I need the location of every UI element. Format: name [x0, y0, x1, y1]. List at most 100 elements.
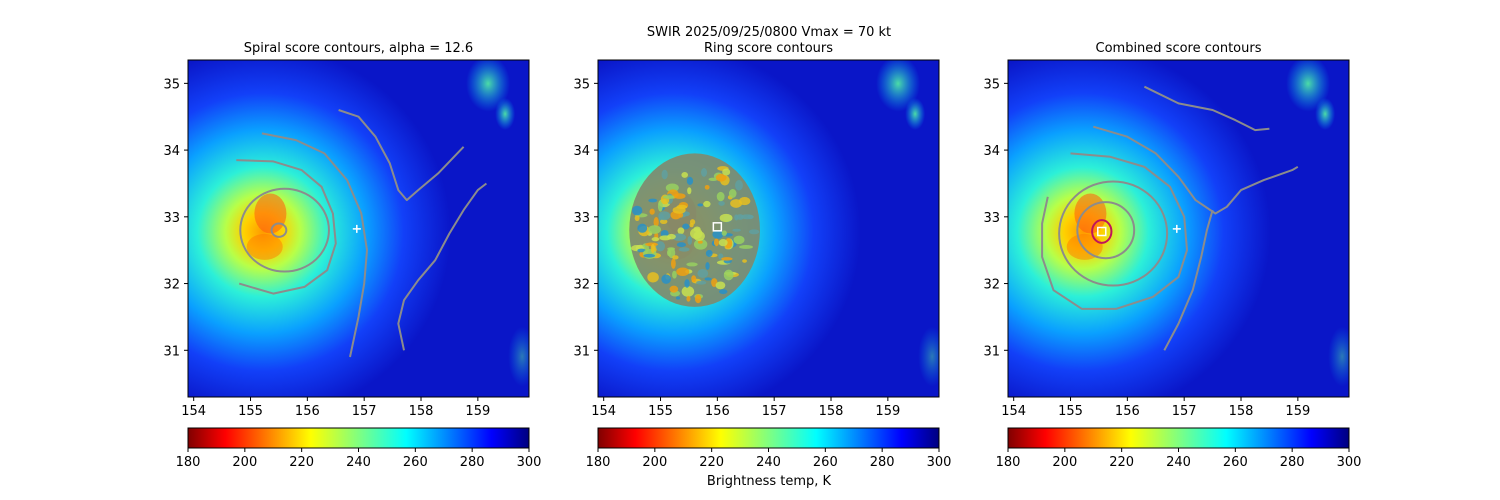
y-tick-label: 31 [983, 344, 1000, 359]
score-contour [1058, 180, 1169, 287]
cirrus-patch [508, 326, 529, 387]
ring-contour-fragment [705, 262, 710, 270]
colorbar-tick-label: 220 [699, 455, 724, 470]
score-contour [397, 182, 488, 351]
score-contour [270, 222, 288, 238]
ring-contour-fragment [651, 237, 660, 242]
ring-contour-fragment [693, 238, 708, 250]
ring-contour-fragment [650, 243, 655, 254]
ring-contour-fragment [671, 258, 676, 269]
x-tick-label: 157 [762, 404, 787, 419]
ring-contour-fragment [712, 230, 724, 239]
ring-contour-fragment [703, 200, 711, 208]
ring-contour-fragment [678, 247, 690, 252]
x-tick-label: 155 [648, 404, 673, 419]
ring-contour-fragment [747, 214, 754, 220]
x-tick-label: 154 [591, 404, 616, 419]
ring-contour-fragment [631, 205, 643, 216]
score-contour [1163, 209, 1214, 351]
ring-contour-fragment [668, 247, 676, 259]
colorbar-1: 180 200 220 240 260 280 300 [176, 427, 541, 470]
axes-frame [597, 59, 940, 398]
panel-2: Ring score contours 154 155 156 157 158 159 31 3… [573, 41, 940, 419]
x-tick-label: 155 [1058, 404, 1083, 419]
ring-contour-fragment [672, 206, 686, 214]
ring-contour-fragment [687, 235, 693, 245]
y-tick-label: 33 [163, 211, 180, 226]
ring-contour-fragment [697, 240, 703, 244]
ring-contour-fragment [705, 249, 713, 257]
x-tick-label: 159 [1285, 404, 1310, 419]
colorbar-tick-label: 300 [1337, 455, 1362, 470]
x-tick-label: 159 [875, 404, 900, 419]
colorbar-tick-label: 240 [346, 455, 371, 470]
score-contour [236, 159, 337, 295]
panel-1: Spiral score contours, alpha = 12.6 154 15… [163, 41, 530, 419]
y-tick-label: 33 [983, 211, 1000, 226]
score-contour [1093, 125, 1299, 215]
axes-frame [1007, 59, 1350, 398]
ring-contour-fragment [661, 274, 671, 284]
colorbar-2: 180 200 220 240 260 280 300 [586, 427, 951, 470]
ring-contour-fragment [637, 223, 648, 233]
score-contour [1076, 201, 1136, 260]
ring-contour-fragment [728, 189, 737, 198]
ring-contour-fragment [732, 228, 741, 232]
ring-contour-fragment [701, 168, 708, 177]
ring-contour-fragment [649, 208, 655, 215]
axes-title: Spiral score contours, alpha = 12.6 [244, 41, 473, 56]
ring-contour-fragment [682, 223, 690, 230]
ring-contour-fragment [684, 279, 690, 288]
ring-contour-fragment [697, 203, 704, 207]
center-square-marker [712, 222, 723, 232]
colorbar-tick-label: 180 [586, 455, 611, 470]
overlay [1041, 85, 1299, 351]
ring-contour-fragment [665, 183, 679, 192]
score-contour [1143, 85, 1270, 132]
colorbar-tick-label: 280 [460, 455, 485, 470]
ring-contour-fragment [704, 277, 712, 281]
axes-frame [187, 59, 530, 398]
x-tick-label: 156 [1115, 404, 1140, 419]
ring-contour-fragment [691, 275, 697, 283]
cold-cloud-top [1066, 233, 1103, 260]
center-box-marker [1097, 226, 1107, 237]
ring-contour-fragment [672, 270, 677, 279]
ring-contour-fragment [677, 227, 685, 235]
ring-contour-fragment [686, 295, 691, 302]
cirrus-patch [918, 326, 939, 387]
ring-contour-fragment [672, 233, 687, 241]
ring-contour-fragment [676, 242, 687, 248]
ring-contour-fragment [742, 259, 747, 263]
ring-contour-fragment [715, 281, 726, 290]
ring-contour-fragment [721, 257, 733, 261]
y-tick-label: 35 [983, 77, 1000, 92]
panel-3: Combined score contours 154 155 156 157 158 15… [983, 41, 1350, 419]
score-contour [338, 109, 465, 202]
ring-contour-fragment [681, 171, 689, 178]
y-tick-label: 31 [573, 344, 590, 359]
ring-contour-fragment [718, 239, 728, 247]
ring-contour-fragment [713, 238, 719, 247]
ring-contour-fragment [739, 244, 753, 249]
x-tick-label: 157 [352, 404, 377, 419]
ring-contour-fragment [634, 215, 640, 222]
cold-cloud-top [254, 193, 287, 234]
colorbar-tick-label: 180 [996, 455, 1021, 470]
colorbar-tick-label: 180 [176, 455, 201, 470]
axes-title: Combined score contours [1096, 41, 1262, 56]
y-tick-label: 34 [983, 144, 1000, 159]
cirrus-patch [1315, 97, 1336, 130]
ring-contour-fragment [658, 211, 671, 221]
ring-contour-fragment [686, 176, 694, 185]
ring-contour-fragment [672, 255, 679, 260]
colorbar-tick-label: 280 [1280, 455, 1305, 470]
colorbar-label: Brightness temp, K [707, 474, 832, 489]
overlay [236, 109, 488, 358]
ring-contour-fragment [721, 230, 727, 236]
cirrus-patch [876, 60, 921, 112]
ring-contour-fragment [648, 198, 658, 203]
ring-contour-fragment [697, 268, 709, 278]
ring-contour-fragment [655, 241, 666, 252]
ring-contour-fragment [723, 269, 734, 281]
